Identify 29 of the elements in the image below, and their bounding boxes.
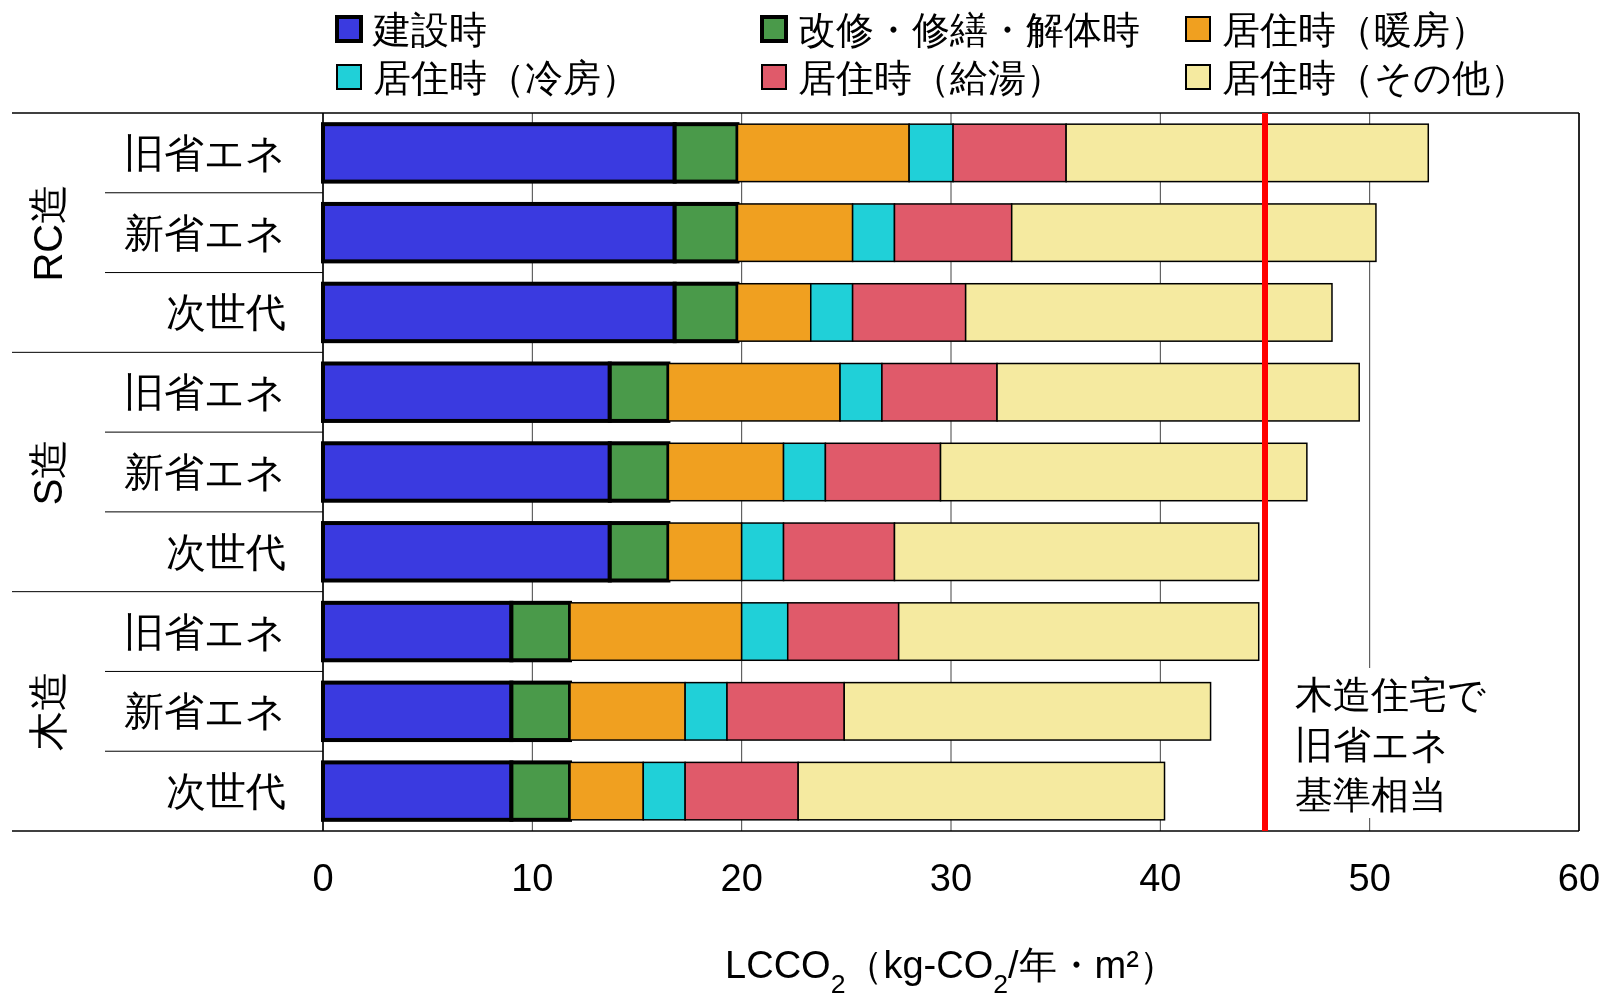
- y-tick-label: 次世代: [166, 529, 286, 574]
- y-tick-label: 旧省エネ: [124, 609, 286, 654]
- x-tick-label: 20: [720, 857, 763, 899]
- y-tick-label: 新省エネ: [124, 210, 286, 255]
- legend-label: 建設時: [372, 9, 487, 51]
- x-tick-label: 0: [312, 857, 334, 899]
- legend-label: 居住時（その他）: [1222, 57, 1528, 99]
- text: S造: [26, 438, 70, 506]
- y-tick-label: 旧省エネ: [124, 370, 286, 415]
- x-tick-label: 40: [1139, 857, 1182, 899]
- legend-label: 居住時（給湯）: [798, 57, 1064, 99]
- y-tick-label: 新省エネ: [124, 450, 286, 494]
- annotation: 木造住宅で: [1295, 674, 1486, 716]
- y-tick-label: 次世代: [166, 290, 286, 335]
- y-tick-label: 旧省エネ: [124, 130, 286, 175]
- annotation: 旧省エネ: [1295, 724, 1449, 766]
- x-tick-label: 60: [1557, 857, 1601, 899]
- legend-label: 改修・修繕・解体時: [798, 9, 1140, 51]
- x-tick-label: 10: [511, 857, 554, 899]
- x-tick-label: 50: [1348, 857, 1391, 899]
- y-tick-label: 次世代: [166, 769, 286, 814]
- text: RC造: [26, 183, 70, 282]
- legend-label: 居住時（冷房）: [373, 57, 639, 99]
- y-tick-label: 新省エネ: [124, 689, 286, 734]
- x-tick-label: 30: [929, 857, 973, 899]
- text: 木造: [26, 671, 70, 752]
- annotation: 基準相当: [1295, 774, 1447, 816]
- legend-label: 居住時（暖房）: [1222, 9, 1488, 51]
- x-axis-title: LCCO$_{2}$（kg-CO$_{2}$/年・m²）: [725, 944, 1177, 996]
